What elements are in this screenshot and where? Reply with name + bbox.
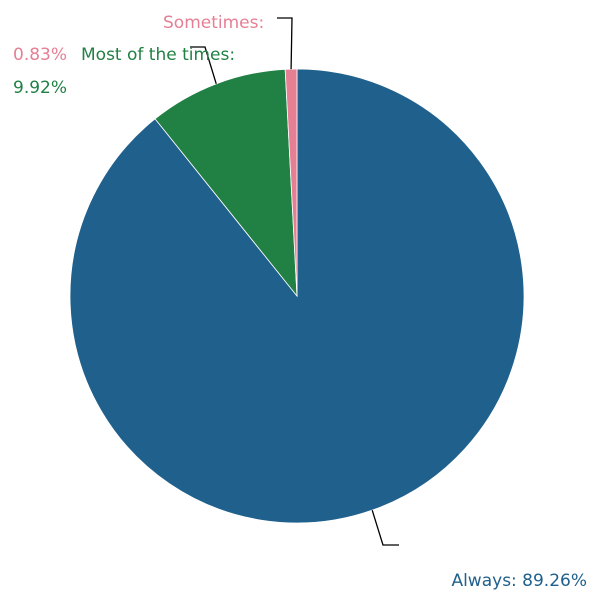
slice-label-sometimes: Sometimes: 0.83% bbox=[13, 13, 270, 65]
leader-line-sometimes bbox=[277, 17, 293, 70]
slice-label-always: Always: 89.26% bbox=[451, 571, 587, 591]
slice-label-most-of-the-times-line1: Most of the times: bbox=[81, 45, 235, 65]
leader-lines bbox=[190, 17, 399, 546]
pie-slice-most-of-the-times bbox=[154, 68, 298, 298]
leader-line-most-of-the-times bbox=[190, 46, 217, 85]
slice-label-sometimes-line2: 0.83% bbox=[13, 45, 67, 65]
leader-line-always bbox=[371, 509, 399, 546]
slice-labels: Always: 89.26% Most of the times: 9.92% … bbox=[13, 13, 587, 591]
slice-label-most-of-the-times-line2: 9.92% bbox=[13, 78, 67, 98]
pie-slices bbox=[69, 68, 525, 524]
slice-label-sometimes-line1: Sometimes: bbox=[163, 13, 264, 33]
slice-label-most-of-the-times: Most of the times: 9.92% bbox=[13, 45, 241, 98]
